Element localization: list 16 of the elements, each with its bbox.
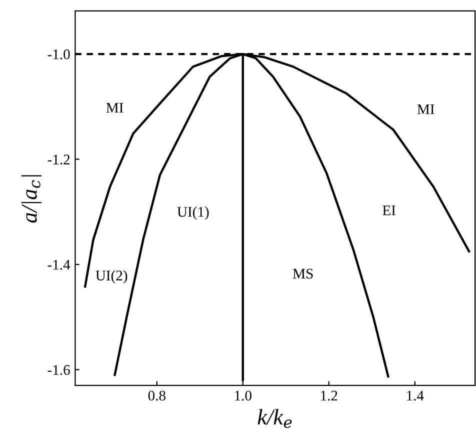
y-tick-label: -1.2 <box>48 154 70 165</box>
annotation: EI <box>382 206 396 216</box>
y-tick-label: -1.0 <box>48 49 70 60</box>
x-tick-label: 0.8 <box>148 390 166 401</box>
x-tick-label: 1.2 <box>321 390 338 401</box>
annotation: MI <box>106 103 124 113</box>
y-tick-label: -1.6 <box>48 365 70 375</box>
annotation: MS <box>292 268 313 279</box>
x-tick-label: 1.4 <box>407 390 424 401</box>
x-tick-label: 1.0 <box>235 390 252 401</box>
y-axis-title: a/|a$_{c}$| <box>21 175 42 223</box>
annotation: UI(2) <box>96 270 128 284</box>
y-tick-label: -1.4 <box>48 260 70 270</box>
x-axis-title: k/k$_{e}$ <box>258 408 292 428</box>
annotation: UI(1) <box>177 206 209 220</box>
annotation: MI <box>417 104 434 114</box>
